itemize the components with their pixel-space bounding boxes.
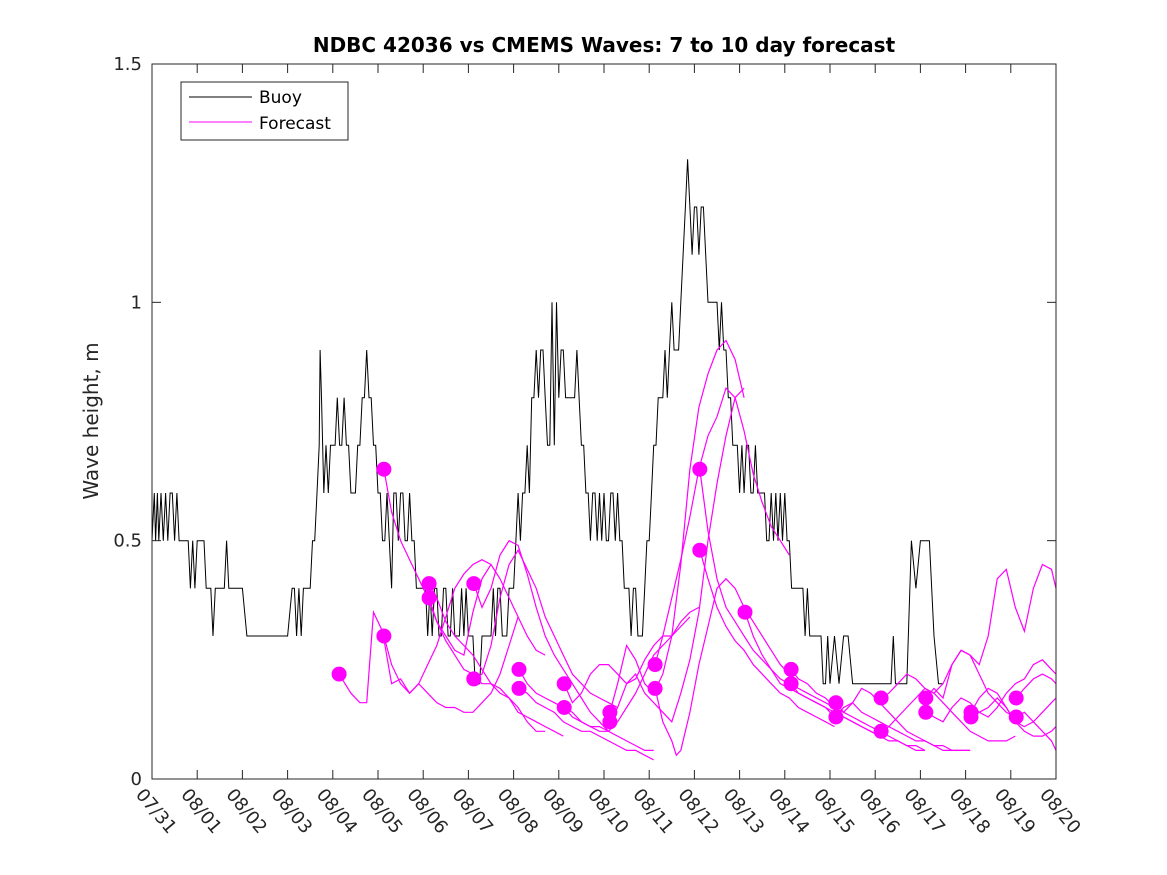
forecast-series-line-21 [835, 701, 971, 751]
forecast-start-marker [421, 590, 437, 606]
legend-box [180, 81, 349, 141]
forecast-series-line-28 [1015, 673, 1056, 699]
forecast-start-marker [421, 576, 437, 592]
forecast-series-line-8 [518, 687, 654, 761]
forecast-series-line-9 [563, 606, 700, 704]
legend-label-forecast: Forecast [259, 114, 331, 134]
forecast-series-line-22 [880, 649, 1016, 718]
forecast-series-line-14 [654, 577, 790, 757]
forecast-start-marker [466, 576, 482, 592]
forecast-series-line-3 [428, 583, 564, 737]
forecast-series-line-23 [880, 687, 1016, 742]
forecast-series-line-19 [790, 683, 926, 751]
forecast-series-line-15 [699, 469, 835, 709]
forecast-series-line-25 [925, 659, 1056, 723]
forecast-start-marker [331, 666, 347, 682]
forecast-series-line-1 [383, 469, 546, 732]
forecast-start-marker [692, 461, 708, 477]
plot-area [152, 64, 1056, 779]
forecast-start-marker [556, 700, 572, 715]
forecast-start-marker [918, 690, 934, 706]
forecast-start-marker [963, 709, 979, 725]
forecast-start-marker [873, 690, 889, 706]
forecast-start-marker [376, 628, 392, 644]
forecast-start-marker [873, 723, 889, 739]
forecast-start-marker [511, 680, 527, 696]
forecast-start-marker [828, 709, 844, 725]
forecast-series-line-5 [473, 539, 609, 732]
series-layer [152, 159, 1056, 761]
forecast-series-line-13 [654, 386, 790, 665]
marker-layer [331, 461, 1024, 739]
forecast-start-marker [783, 676, 799, 692]
forecast-series-line-20 [835, 687, 971, 751]
forecast-start-marker [466, 671, 482, 687]
forecast-start-marker [737, 604, 753, 620]
y-axis-label: Wave height, m [79, 342, 103, 499]
forecast-start-marker [602, 714, 618, 730]
forecast-series-line-4 [428, 563, 546, 657]
forecast-start-marker [783, 661, 799, 677]
buoy-series-line [152, 159, 943, 685]
y-tick-label: 0 [131, 769, 142, 790]
chart-title: NDBC 42036 vs CMEMS Waves: 7 to 10 day f… [313, 33, 896, 57]
forecast-start-marker [647, 680, 663, 696]
forecast-series-line-12 [609, 387, 745, 723]
forecast-series-line-2 [383, 616, 519, 713]
forecast-start-marker [692, 542, 708, 558]
forecast-start-marker [1008, 709, 1024, 725]
legend: Buoy Forecast [180, 81, 349, 141]
forecast-series-line-16 [699, 550, 835, 728]
forecast-start-marker [511, 661, 527, 677]
y-tick-label: 0.5 [113, 531, 142, 552]
forecast-start-marker [556, 676, 572, 692]
forecast-series-line-10 [563, 616, 691, 733]
forecast-series-line-11 [609, 339, 745, 713]
forecast-series-line-6 [473, 548, 618, 709]
forecast-start-marker [376, 461, 392, 477]
forecast-start-marker [1008, 690, 1024, 706]
y-tick-label: 1.5 [113, 54, 142, 75]
forecast-start-marker [647, 657, 663, 673]
forecast-series-line-24 [925, 563, 1056, 700]
legend-label-buoy: Buoy [259, 88, 302, 108]
forecast-series-line-29 [1015, 711, 1056, 751]
y-tick-label: 1 [131, 292, 142, 313]
forecast-start-marker [918, 704, 934, 720]
forecast-start-marker [828, 695, 844, 711]
